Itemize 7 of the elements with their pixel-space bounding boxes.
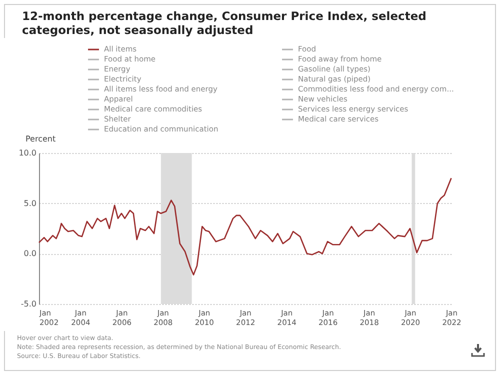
y-tick-label: -5.0 <box>20 300 36 308</box>
y-tick-label: 5.0 <box>24 198 36 208</box>
y-axis-title: Percent <box>26 134 56 144</box>
y-tick-label: 10.0 <box>18 148 36 158</box>
y-tick-label: 0.0 <box>24 249 36 258</box>
line-series <box>38 178 452 276</box>
chart-title: 12-month percentage change, Consumer Price Index, selected categories, not seasonally adjusted <box>22 9 428 37</box>
